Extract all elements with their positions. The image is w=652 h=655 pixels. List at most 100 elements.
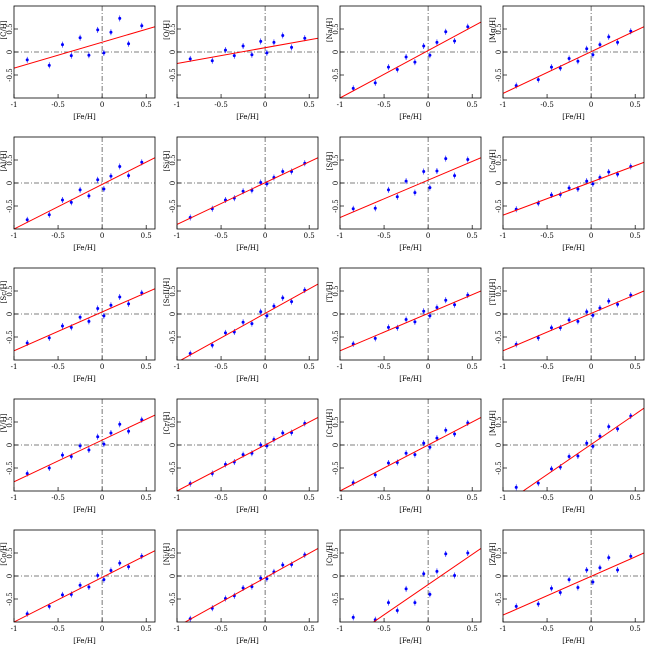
- data-point: [265, 577, 269, 581]
- data-point: [386, 325, 390, 329]
- x-tick-label: 0.5: [304, 232, 315, 240]
- fit-line: [14, 288, 155, 352]
- y-axis-label: [Zn/H]: [489, 542, 497, 566]
- data-point: [585, 179, 589, 183]
- y-tick-label: 0.5: [6, 547, 14, 558]
- panel: -1 -0.5 0 0.5 -0.5 0 0.5 [Fe/H] [Sc/H]: [0, 267, 156, 383]
- data-point: [466, 25, 470, 29]
- data-point: [616, 568, 620, 572]
- panel: -1 -0.5 0 0.5 -0.5 0 0.5 [Fe/H] [Ca/H]: [489, 136, 645, 252]
- y-tick-label: 0: [6, 50, 14, 54]
- plot-area: [177, 268, 318, 360]
- data-point: [47, 604, 51, 608]
- data-point: [102, 442, 106, 446]
- data-point: [102, 578, 106, 582]
- data-point: [404, 451, 408, 455]
- data-point: [250, 322, 254, 326]
- x-tick-label: -1: [500, 625, 507, 633]
- x-tick-label: -0.5: [214, 232, 228, 240]
- data-point: [413, 60, 417, 64]
- y-axis-label: [CrII/H]: [326, 409, 334, 437]
- x-tick-label: -1: [11, 494, 18, 502]
- data-point: [25, 218, 29, 222]
- fit-line: [503, 552, 644, 616]
- data-point: [265, 314, 269, 318]
- data-point: [413, 601, 417, 605]
- data-point: [422, 572, 426, 576]
- y-tick-label: 0: [169, 50, 177, 54]
- y-axis-label: [O/H]: [163, 20, 171, 40]
- fit-line: [177, 157, 318, 225]
- x-tick-label: -1: [500, 232, 507, 240]
- y-tick-label: -0.5: [332, 68, 340, 82]
- panel: -1 -0.5 0 0.5 -0.5 0 0.5 [Fe/H] [Ti/H]: [326, 267, 482, 383]
- y-tick-label: -0.5: [495, 592, 503, 606]
- panel: -1 -0.5 0 0.5 -0.5 0 0.5 [Fe/H] [TiII/H]: [489, 267, 645, 383]
- data-point: [69, 455, 73, 458]
- data-point: [265, 182, 269, 186]
- data-point: [607, 35, 611, 39]
- x-tick-label: 0: [426, 101, 430, 109]
- x-tick-label: 0.5: [467, 101, 478, 109]
- x-tick-label: 0: [100, 232, 104, 240]
- y-tick-label: 0.5: [495, 154, 503, 165]
- x-tick-label: -1: [174, 494, 181, 502]
- x-tick-label: -0.5: [540, 232, 554, 240]
- data-point: [118, 561, 122, 565]
- data-point: [232, 54, 236, 58]
- data-point: [616, 172, 620, 176]
- x-tick-label: 0: [589, 494, 593, 502]
- y-axis-label: [Na/H]: [326, 18, 334, 42]
- panel: -1 -0.5 0 0.5 -0.5 0 0.5 [Fe/H] [Mg/H]: [489, 5, 645, 121]
- x-axis-label: [Fe/H]: [399, 375, 422, 383]
- data-point: [422, 170, 426, 173]
- y-axis-label: [Si/H]: [163, 150, 171, 171]
- data-point: [140, 160, 144, 164]
- data-point: [591, 53, 595, 57]
- x-axis-label: [Fe/H]: [236, 506, 259, 514]
- fit-line: [372, 547, 481, 622]
- y-axis-label: [ScII/H]: [163, 278, 171, 306]
- data-point: [453, 574, 457, 578]
- data-point: [404, 587, 408, 591]
- data-point: [549, 467, 553, 471]
- y-tick-label: 0.5: [332, 285, 340, 296]
- data-point: [351, 615, 355, 619]
- x-tick-label: -1: [174, 363, 181, 371]
- data-point: [395, 195, 399, 199]
- x-tick-label: -0.5: [377, 625, 391, 633]
- x-tick-label: -0.5: [214, 625, 228, 633]
- data-point: [87, 319, 91, 323]
- panel: -1 -0.5 0 0.5 -0.5 0 0.5 [Fe/H] [V/H]: [0, 398, 156, 514]
- x-tick-label: -0.5: [214, 363, 228, 371]
- y-axis-label: [S/H]: [326, 151, 334, 170]
- data-point: [127, 429, 131, 433]
- x-tick-label: 0.5: [141, 232, 152, 240]
- data-point: [78, 583, 82, 587]
- data-point: [47, 213, 51, 217]
- data-point: [241, 189, 245, 193]
- data-point: [140, 24, 144, 28]
- x-tick-label: 0.5: [630, 363, 641, 371]
- data-point: [223, 48, 227, 52]
- x-tick-label: -0.5: [377, 363, 391, 371]
- x-axis-label: [Fe/H]: [562, 244, 585, 252]
- panel: -1 -0.5 0 0.5 -0.5 0 0.5 [Fe/H] [Ni/H]: [163, 529, 319, 645]
- x-tick-label: -0.5: [51, 494, 65, 502]
- y-tick-label: -0.5: [495, 461, 503, 475]
- data-point: [435, 306, 439, 310]
- data-point: [109, 174, 113, 178]
- x-tick-label: 0: [100, 363, 104, 371]
- fit-line: [14, 26, 155, 69]
- data-point: [96, 28, 100, 32]
- x-axis-label: [Fe/H]: [236, 244, 259, 252]
- y-tick-label: -0.5: [6, 461, 14, 475]
- data-point: [241, 586, 245, 590]
- data-point: [585, 47, 589, 51]
- y-tick-label: 0.5: [332, 23, 340, 34]
- data-point: [272, 40, 276, 44]
- data-point: [567, 578, 571, 582]
- data-point: [47, 63, 51, 67]
- y-tick-label: -0.5: [495, 199, 503, 213]
